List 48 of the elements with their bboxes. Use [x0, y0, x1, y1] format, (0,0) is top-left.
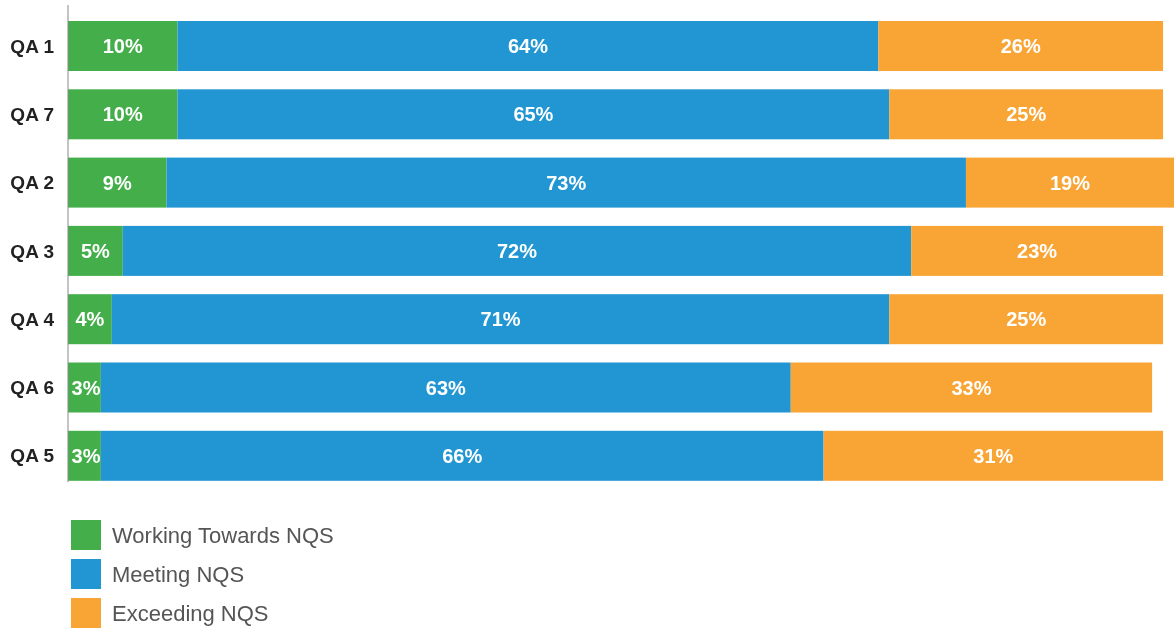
y-tick-label: QA 4: [10, 308, 55, 330]
data-label: 64%: [507, 35, 549, 57]
bar: [100, 362, 791, 413]
data-label: 26%: [1000, 35, 1041, 57]
data-label: 4%: [75, 308, 105, 331]
data-label: 73%: [546, 171, 587, 194]
bar: [790, 362, 1153, 413]
data-label: 25%: [1006, 103, 1047, 126]
bar: [878, 21, 1164, 71]
bar: [177, 89, 890, 140]
data-label: 66%: [442, 444, 483, 467]
data-label: 9%: [102, 171, 132, 194]
bar: [100, 430, 824, 481]
data-label: 63%: [425, 376, 467, 399]
data-label: 65%: [513, 103, 554, 126]
legend-label: Meeting NQS: [112, 561, 245, 587]
y-tick-label: QA 5: [10, 445, 55, 467]
y-tick-label: QA 3: [10, 240, 54, 262]
data-label: 31%: [973, 444, 1014, 467]
y-tick-label: QA 1: [10, 35, 55, 57]
data-label: 10%: [102, 35, 143, 57]
data-label: 10%: [102, 103, 143, 126]
bar: [111, 294, 890, 345]
bar: [122, 225, 912, 276]
bar: [68, 89, 178, 140]
bar: [68, 21, 178, 71]
legend-label: Exceeding NQS: [112, 600, 269, 626]
data-label: 25%: [1006, 308, 1047, 331]
bar: [889, 89, 1164, 140]
data-label: 23%: [1017, 239, 1058, 262]
bar: [889, 294, 1164, 345]
data-label: 71%: [480, 308, 521, 331]
legend-label: Working Towards NQS: [112, 522, 334, 548]
data-label: 19%: [1049, 171, 1091, 194]
bar: [177, 21, 879, 71]
bar: [68, 157, 167, 208]
y-tick-label: QA 7: [10, 103, 54, 125]
data-label: 3%: [71, 444, 101, 467]
y-tick-label: QA 6: [10, 377, 54, 399]
data-label: 5%: [80, 239, 111, 262]
data-label: 72%: [496, 239, 538, 262]
bar: [911, 225, 1164, 276]
bar: [823, 430, 1164, 481]
data-label: 33%: [951, 376, 992, 399]
y-tick-label: QA 2: [10, 172, 54, 194]
bar: [965, 157, 1174, 208]
bar: [166, 157, 966, 208]
data-label: 3%: [71, 376, 101, 399]
